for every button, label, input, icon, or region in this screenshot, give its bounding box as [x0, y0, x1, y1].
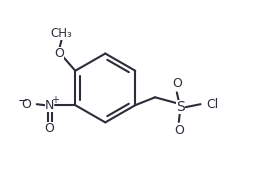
- Text: −: −: [18, 94, 28, 107]
- Text: O: O: [172, 77, 182, 90]
- Text: O: O: [55, 47, 64, 60]
- Text: Cl: Cl: [206, 98, 219, 111]
- Text: O: O: [21, 98, 31, 111]
- Text: +: +: [51, 95, 59, 105]
- Text: O: O: [174, 124, 184, 137]
- Text: N: N: [45, 99, 54, 112]
- Text: CH₃: CH₃: [51, 27, 72, 40]
- Text: S: S: [176, 100, 185, 114]
- Text: O: O: [45, 122, 54, 135]
